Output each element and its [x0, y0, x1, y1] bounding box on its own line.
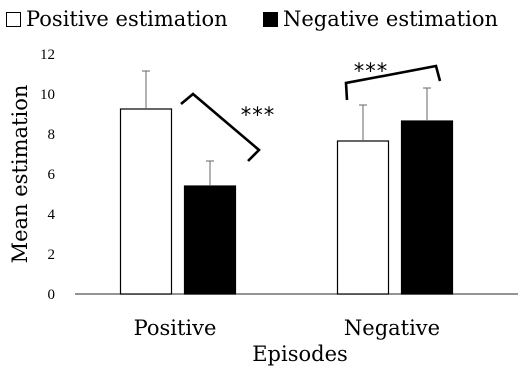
category-label-negative: Negative: [344, 316, 440, 340]
y-tick-label: 0: [48, 287, 56, 303]
significance-label-negative: ***: [354, 59, 389, 83]
y-tick-label: 10: [40, 87, 55, 103]
y-tick-label: 4: [48, 207, 56, 223]
legend-label-positive: Positive estimation: [26, 7, 228, 31]
legend-swatch-negative: [263, 11, 278, 27]
error-bars: [142, 70, 431, 186]
legend-label-negative: Negative estimation: [283, 7, 499, 31]
bar-positive-negative: [336, 140, 390, 295]
y-tick-labels: 0 2 4 6 8 10 12: [40, 47, 56, 303]
legend-item-negative: Negative estimation: [263, 7, 498, 31]
bars: [119, 108, 454, 295]
significance-brackets: *** ***: [180, 59, 442, 162]
y-tick-label: 6: [48, 167, 56, 183]
y-axis-title: Mean estimation: [8, 85, 32, 264]
bar-negative-negative: [400, 120, 454, 295]
x-axis-title: Episodes: [252, 342, 348, 366]
legend-item-positive: Positive estimation: [6, 7, 228, 31]
significance-bracket-positive: [180, 92, 261, 162]
legend-swatch-positive: [6, 11, 21, 27]
bar-negative-positive: [183, 185, 237, 295]
y-tick-label: 12: [40, 47, 55, 63]
category-labels: Positive Negative: [134, 316, 441, 340]
y-tick-label: 2: [48, 247, 56, 263]
significance-label-positive: ***: [241, 103, 276, 127]
category-label-positive: Positive: [134, 316, 217, 340]
bar-positive-positive: [119, 108, 173, 295]
y-tick-label: 8: [48, 127, 56, 143]
legend: Positive estimation Negative estimation: [0, 4, 527, 34]
significance-bracket-negative: [344, 64, 442, 101]
